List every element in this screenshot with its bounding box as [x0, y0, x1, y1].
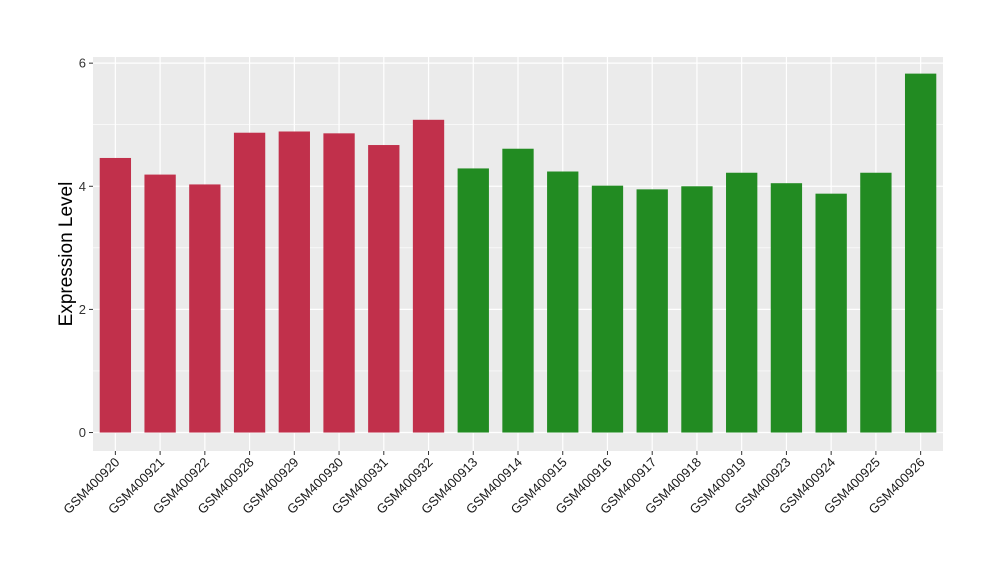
- bar: [457, 168, 489, 433]
- bar: [904, 73, 937, 433]
- y-tick-label: 4: [79, 179, 86, 194]
- bar: [99, 157, 132, 433]
- bar: [547, 171, 579, 433]
- bar: [770, 183, 803, 433]
- y-tick-label: 0: [79, 425, 86, 440]
- bar: [636, 189, 668, 433]
- bar: [189, 184, 221, 433]
- y-tick-label: 6: [79, 56, 86, 71]
- bars: [99, 73, 937, 433]
- bar: [815, 193, 847, 433]
- y-axis-title: Expression Level: [56, 182, 77, 327]
- bar: [726, 172, 758, 433]
- bar: [681, 186, 713, 433]
- bar: [591, 185, 624, 433]
- y-tick-label: 2: [79, 302, 86, 317]
- bar: [502, 148, 534, 433]
- x-axis: GSM400920GSM400921GSM400922GSM400928GSM4…: [60, 451, 928, 517]
- bar: [860, 172, 892, 433]
- bar: [278, 131, 310, 433]
- bar: [144, 174, 176, 433]
- bar: [233, 132, 266, 433]
- bar: [368, 145, 400, 433]
- bar: [412, 119, 445, 433]
- y-axis: 0 2 4 6: [79, 56, 93, 440]
- bar: [323, 133, 355, 433]
